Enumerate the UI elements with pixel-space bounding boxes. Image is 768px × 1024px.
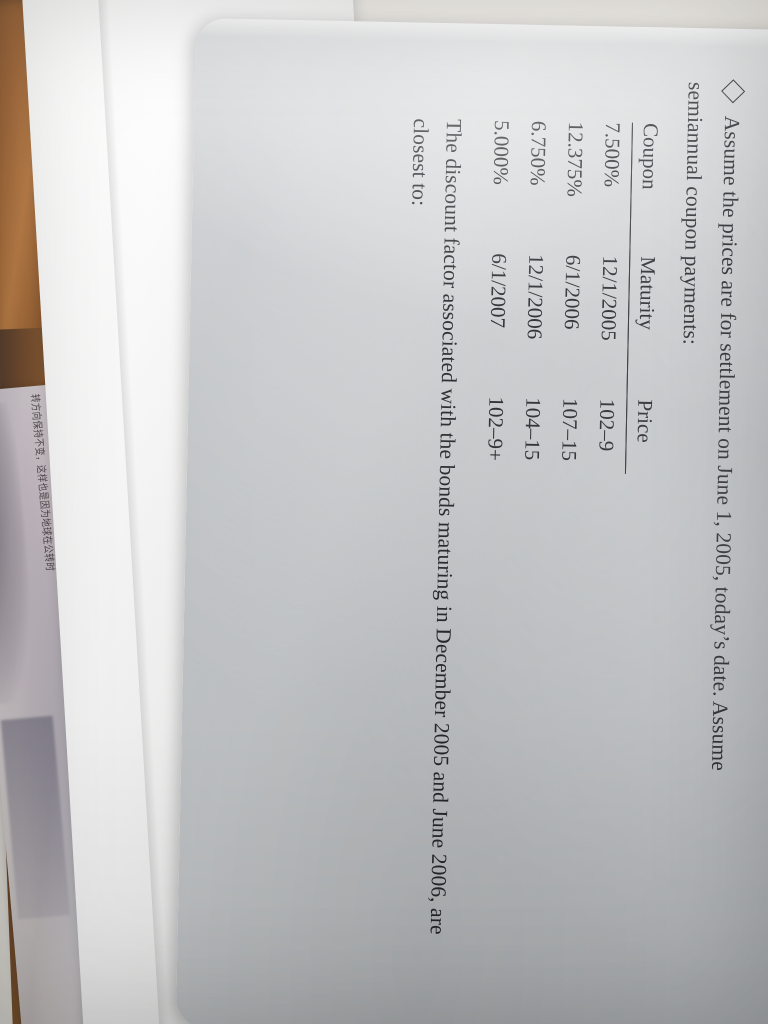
textbook-page: 15 × 0.992556+15 × 0.982240+1015 × 0.967…	[175, 18, 768, 1024]
diamond-bullet-icon	[721, 79, 746, 104]
cell-price: 107–15	[556, 397, 583, 462]
question-tail-paragraph: The discount factor associated with the …	[387, 118, 470, 993]
table-row: 12.375% 6/1/2006 107–15	[551, 121, 595, 472]
column-header-coupon: Coupon	[629, 122, 663, 257]
bond-table: Coupon Maturity Price 7.500% 12/1/2005 1…	[477, 120, 663, 475]
cell-coupon: 6.750%	[525, 120, 551, 186]
cell-maturity: 6/1/2006	[559, 254, 585, 330]
table-row: 5.000% 6/1/2007 102–9+	[477, 120, 521, 471]
cell-price: 102–9+	[482, 396, 509, 462]
tail-before-circle: The	[440, 118, 466, 159]
cell-maturity: 12/1/2006	[522, 253, 548, 340]
cell-price: 102–9	[594, 398, 620, 452]
table-row: 7.500% 12/1/2005 102–9	[588, 122, 633, 473]
cell-maturity: 12/1/2005	[596, 255, 622, 342]
cell-price: 104–15	[519, 397, 546, 461]
page-content: 15 × 0.992556+15 × 0.982240+1015 × 0.967…	[176, 18, 768, 1024]
table-row: 6.750% 12/1/2006 104–15	[514, 121, 558, 472]
column-header-price: Price	[625, 399, 658, 475]
question-block: Assume the prices are for settlement on …	[387, 76, 749, 999]
cell-maturity: 6/1/2007	[485, 253, 511, 329]
cell-coupon: 5.000%	[488, 119, 514, 186]
column-header-maturity: Maturity	[626, 255, 660, 400]
cell-coupon: 7.500%	[599, 122, 625, 188]
circled-term: discount factor	[438, 158, 465, 289]
cell-coupon: 12.375%	[562, 121, 588, 198]
